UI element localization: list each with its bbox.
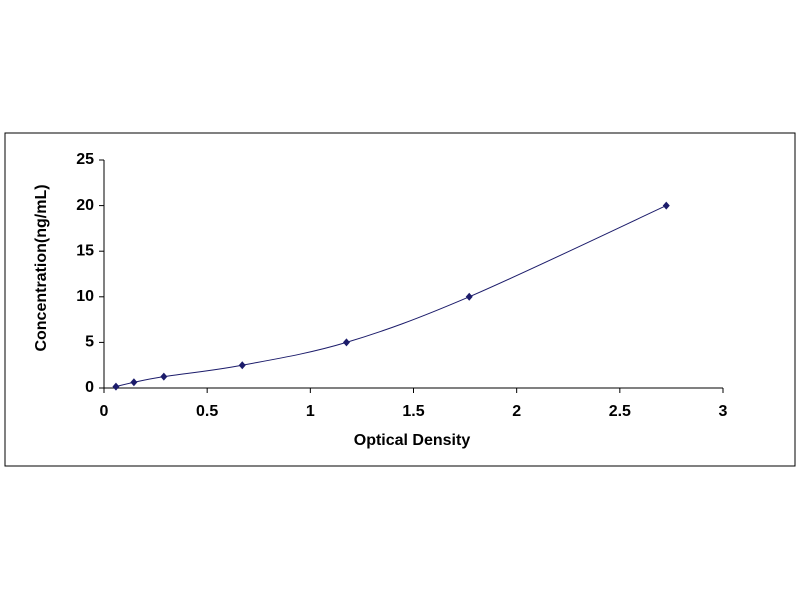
x-tick-label: 1.5 bbox=[402, 403, 424, 420]
data-point bbox=[238, 361, 246, 370]
data-point bbox=[662, 201, 670, 210]
x-tick-label: 2.5 bbox=[609, 403, 631, 420]
x-axis-label: Optical Density bbox=[354, 432, 471, 449]
y-tick-label: 15 bbox=[76, 242, 94, 259]
y-axis-label: Concentration(ng/mL) bbox=[33, 184, 50, 351]
y-tick-label: 0 bbox=[85, 379, 94, 396]
data-point bbox=[130, 378, 138, 387]
x-tick-label: 1 bbox=[306, 403, 315, 420]
data-point bbox=[465, 292, 473, 301]
y-tick-label: 10 bbox=[76, 288, 94, 305]
x-tick-label: 0.5 bbox=[196, 403, 218, 420]
y-tick-label: 25 bbox=[76, 151, 94, 168]
data-point bbox=[342, 338, 350, 347]
y-tick-label: 5 bbox=[85, 334, 94, 351]
x-tick-label: 2 bbox=[512, 403, 521, 420]
data-point bbox=[160, 372, 168, 381]
x-tick-label: 0 bbox=[100, 403, 109, 420]
data-point bbox=[112, 382, 120, 391]
x-tick-label: 3 bbox=[719, 403, 728, 420]
y-tick-label: 20 bbox=[76, 197, 94, 214]
chart-frame bbox=[4, 132, 796, 467]
fit-curve bbox=[115, 205, 667, 388]
